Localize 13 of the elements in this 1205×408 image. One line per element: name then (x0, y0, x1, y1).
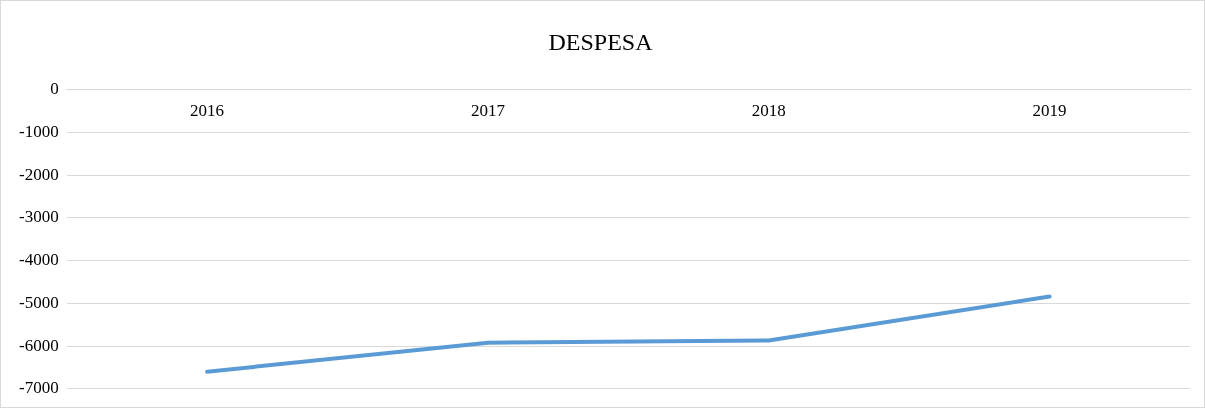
y-tick-label: 0 (50, 79, 59, 99)
x-tick-label: 2017 (470, 101, 506, 121)
x-tick-label: 2018 (751, 101, 786, 121)
y-tick-label: -6000 (18, 335, 59, 355)
y-tick-label: -3000 (18, 207, 59, 227)
chart-title: DESPESA (548, 28, 654, 55)
y-tick-label: -4000 (18, 250, 59, 270)
y-tick-label: -1000 (18, 121, 59, 141)
x-tick-label: 2019 (1032, 101, 1067, 121)
y-tick-label: -5000 (18, 292, 59, 312)
x-tick-label: 2016 (190, 101, 225, 121)
y-tick-label: -7000 (18, 378, 59, 398)
y-tick-label: -2000 (18, 164, 59, 184)
